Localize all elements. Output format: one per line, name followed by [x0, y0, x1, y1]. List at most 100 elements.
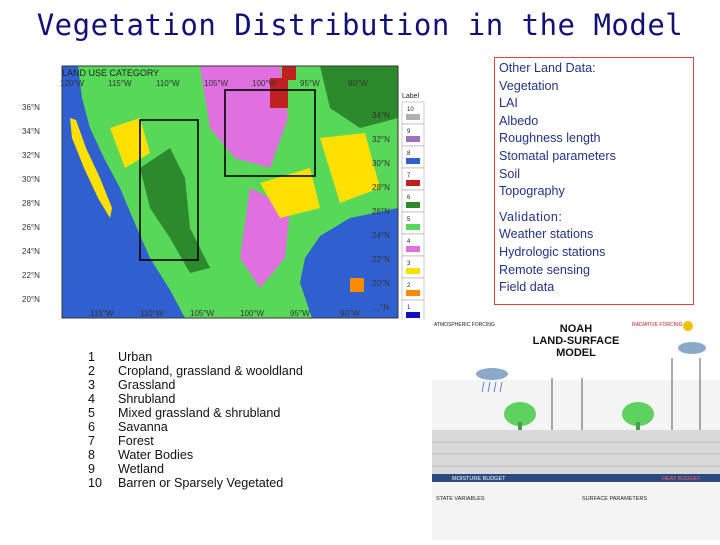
lon-label-bottom: 105°W: [190, 309, 215, 318]
validation-line: Field data: [499, 280, 555, 295]
legend-label: Wetland: [118, 462, 164, 476]
colorbar-cell: [401, 145, 425, 169]
colorbar-cell: [401, 123, 425, 147]
lat-label-left: 28°N: [22, 199, 40, 208]
legend-number: 1: [88, 350, 96, 364]
colorbar-swatch: [406, 136, 420, 142]
legend-number: 10: [88, 476, 103, 490]
lat-label-left: 26°N: [22, 223, 40, 232]
validation-heading: Validation:: [499, 209, 563, 224]
colorbar-swatch: [406, 224, 420, 230]
moisture-budget-label: MOISTURE BUDGET: [452, 476, 506, 482]
gulf-of-mexico: [300, 208, 398, 318]
legend-label: Urban: [118, 350, 153, 364]
colorbar-cell: [401, 255, 425, 279]
lat-label-right: 22°N: [372, 255, 390, 264]
page-title: Vegetation Distribution in the Model: [36, 8, 684, 42]
colorbar-cell: [401, 233, 425, 257]
savanna-patch: [350, 278, 364, 292]
legend-row: 6 Savanna: [88, 420, 388, 434]
lon-label-bottom: 100°W: [240, 309, 265, 318]
legend-number: 7: [88, 434, 96, 448]
colorbar-label: 10: [407, 107, 414, 113]
colorbar-swatch: [406, 180, 420, 186]
noah-canvas: NOAH LAND-SURFACE MODEL ATMOSPHERIC FORC…: [432, 318, 720, 540]
lat-label-right: 30°N: [372, 159, 390, 168]
lat-label-right: 28°N: [372, 183, 390, 192]
legend-row: 10 Barren or Sparsely Vegetated: [88, 476, 388, 490]
lat-label-right: 20°N: [372, 279, 390, 288]
land-use-legend: 1 Urban 2 Cropland, grassland & wooldland 3 G…: [88, 350, 388, 490]
colorbar-swatch: [406, 312, 420, 318]
info-line: LAI: [499, 96, 518, 111]
soil-layers: [432, 430, 720, 476]
legend-row: 5 Mixed grassland & shrubland: [88, 406, 388, 420]
legend-number: 9: [88, 462, 96, 476]
lat-label-left: 32°N: [22, 151, 40, 160]
legend-number: 3: [88, 378, 96, 392]
lon-label-top: 120°W: [60, 79, 85, 88]
colorbar-label: 5: [407, 217, 411, 223]
legend-row: 2 Cropland, grassland & wooldland: [88, 364, 388, 378]
baja-peninsula: [70, 118, 112, 218]
lon-label-top: 90°W: [348, 79, 368, 88]
validation-line: Remote sensing: [499, 262, 591, 277]
lat-label-left: 20°N: [22, 295, 40, 304]
lat-label-right: …°N: [372, 303, 389, 312]
colorbar-swatch: [406, 246, 420, 252]
lat-label-left: 24°N: [22, 247, 40, 256]
colorbar-cell: [401, 189, 425, 213]
lon-label-top: 95°W: [300, 79, 320, 88]
legend-number: 6: [88, 420, 96, 434]
colorbar-label: 6: [407, 195, 411, 201]
sierra-madre-forest: [140, 148, 210, 273]
lon-label-top: 115°W: [108, 79, 132, 88]
cloud-icon: [678, 342, 706, 354]
colorbar-swatch: [406, 158, 420, 164]
lon-label-bottom: 95°W: [290, 309, 310, 318]
pacific-ocean: [62, 66, 185, 318]
legend-label: Barren or Sparsely Vegetated: [118, 476, 284, 490]
legend-row: 4 Shrubland: [88, 392, 388, 406]
legend-number: 4: [88, 392, 96, 406]
colorbar-label: 7: [407, 173, 411, 179]
legend-number: 2: [88, 364, 96, 378]
colorbar-cell: [401, 101, 425, 125]
colorbar-cell: [401, 167, 425, 191]
state-variables-label: STATE VARIABLES: [436, 496, 485, 502]
coastal-grassland: [320, 133, 380, 203]
legend-label: Savanna: [118, 420, 168, 434]
info-line: Roughness length: [499, 131, 601, 146]
colorbar-label: 2: [407, 283, 411, 289]
lon-labels: 120°W 115°W 110°W 105°W 100°W 95°W 90°W 115°W 11…: [60, 79, 368, 318]
colorbar-cell: [401, 211, 425, 235]
colorbar-cell: [401, 277, 425, 301]
surface-parameters-label: SURFACE PARAMETERS: [582, 496, 647, 502]
colorbar-label: 8: [407, 151, 411, 157]
lat-label-right: 24°N: [372, 231, 390, 240]
budget-bar: [432, 474, 720, 482]
atmospheric-forcing-label: ATMOSPHERIC FORCING: [434, 322, 495, 328]
map-frame: [61, 65, 399, 319]
great-plains-cropland: [200, 66, 288, 168]
noah-title-3: MODEL: [556, 347, 596, 359]
eastern-forest: [320, 66, 398, 128]
colorbar-swatch: [406, 202, 420, 208]
rain-lines: [481, 381, 503, 393]
lon-label-bottom: 90°W: [340, 309, 360, 318]
legend-number: 5: [88, 406, 96, 420]
noah-title-2: LAND-SURFACE: [533, 335, 620, 347]
legend-label: Grassland: [118, 378, 176, 392]
lon-label-top: 105°W: [204, 79, 229, 88]
validation-line: Hydrologic stations: [499, 244, 606, 259]
legend-row: 1 Urban: [88, 350, 388, 364]
study-domain-2: [224, 89, 316, 177]
lat-label-right: 26°N: [372, 207, 390, 216]
legend-label: Forest: [118, 434, 154, 448]
lat-label-left: 30°N: [22, 175, 40, 184]
other-land-data-box: Other Land Data: Vegetation LAI Albedo Rough…: [494, 57, 694, 305]
legend-row: 3 Grassland: [88, 378, 388, 392]
info-line: Soil: [499, 166, 520, 181]
info-line: Stomatal parameters: [499, 148, 616, 163]
